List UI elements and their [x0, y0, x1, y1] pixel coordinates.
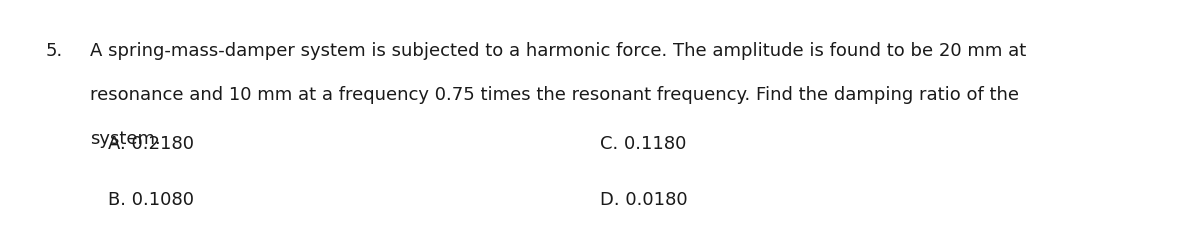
Text: system.: system.: [90, 130, 161, 148]
Text: A. 0.2180: A. 0.2180: [108, 135, 194, 153]
Text: D. 0.0180: D. 0.0180: [600, 191, 688, 209]
Text: 5.: 5.: [46, 42, 62, 60]
Text: B. 0.1080: B. 0.1080: [108, 191, 194, 209]
Text: C. 0.1180: C. 0.1180: [600, 135, 686, 153]
Text: A spring-mass-damper system is subjected to a harmonic force. The amplitude is f: A spring-mass-damper system is subjected…: [90, 42, 1026, 60]
Text: resonance and 10 mm at a frequency 0.75 times the resonant frequency. Find the d: resonance and 10 mm at a frequency 0.75 …: [90, 86, 1019, 104]
